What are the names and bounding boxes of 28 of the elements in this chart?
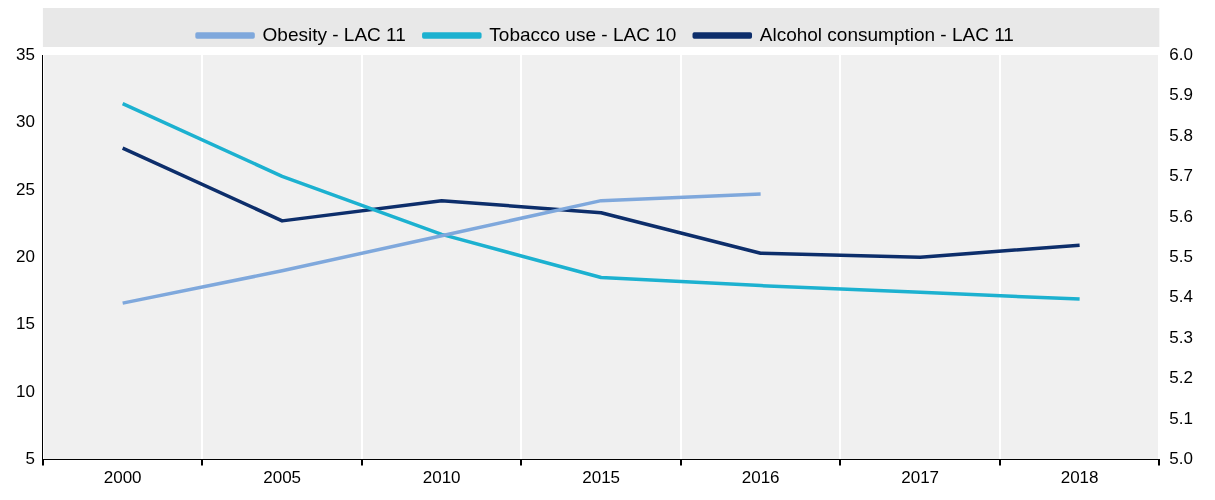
y2-tick-label: 5.1 (1169, 408, 1194, 428)
x-tick-label: 2018 (1060, 468, 1099, 488)
y-tick-label: 30 (15, 112, 35, 132)
y2-tick-label: 5.7 (1169, 166, 1194, 186)
y2-tick-label: 5.3 (1169, 327, 1194, 347)
y-tick-label: 35 (15, 44, 35, 64)
y2-tick-label: 5.5 (1169, 246, 1194, 266)
y2-tick-label: 6.0 (1169, 44, 1194, 64)
y2-tick-label: 5.2 (1169, 368, 1194, 388)
y-tick-label: 20 (15, 246, 35, 266)
y2-tick-label: 5.0 (1169, 449, 1194, 469)
y-tick-label: 10 (15, 381, 35, 401)
legend-label: Alcohol consumption - LAC 11 (759, 23, 1014, 45)
x-tick-label: 2000 (103, 468, 142, 488)
x-tick-label: 2005 (263, 468, 302, 488)
x-tick-label: 2017 (901, 468, 940, 488)
y-tick-label: 5 (25, 449, 35, 469)
y2-tick-label: 5.6 (1169, 206, 1194, 226)
y2-tick-label: 5.9 (1169, 85, 1194, 105)
y-tick-label: 15 (15, 314, 35, 334)
y-tick-label: 25 (15, 179, 35, 199)
y2-tick-label: 5.4 (1169, 287, 1194, 307)
x-tick-label: 2016 (741, 468, 780, 488)
x-tick-label: 2010 (422, 468, 461, 488)
legend-label: Obesity - LAC 11 (262, 23, 406, 45)
y2-tick-label: 5.8 (1169, 125, 1194, 145)
x-tick-label: 2015 (582, 468, 621, 488)
legend-label: Tobacco use - LAC 10 (489, 23, 677, 45)
